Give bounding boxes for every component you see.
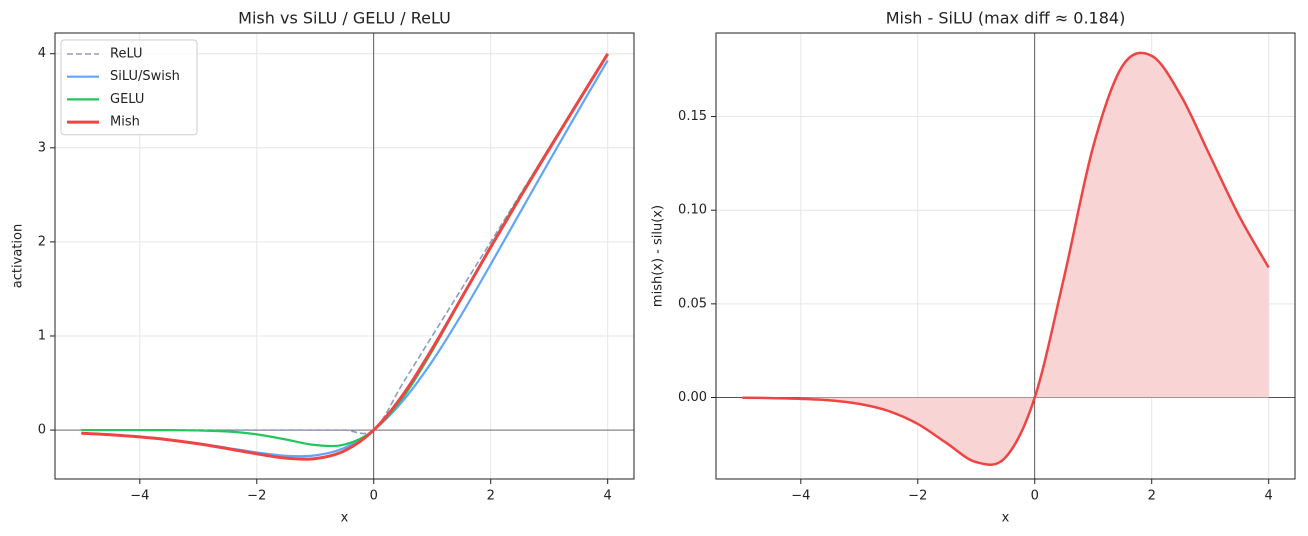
x-axis-label: x	[1002, 511, 1010, 526]
chart-title: Mish vs SiLU / GELU / ReLU	[238, 9, 451, 28]
y-axis-label: mish(x) - silu(x)	[651, 205, 666, 307]
plot-frame	[54, 32, 635, 480]
area-fill	[742, 52, 1269, 465]
line	[742, 51, 1270, 466]
y-tick-label: 0.00	[678, 390, 707, 405]
legend-label: ReLU	[110, 47, 143, 62]
y-tick-label: 2	[38, 234, 46, 249]
subplot: Mish - SiLU (max diff ≈ 0.184) x mish(x) -…	[651, 9, 1296, 526]
chart-title: Mish - SiLU (max diff ≈ 0.184)	[886, 9, 1126, 28]
plot-frame	[715, 32, 1296, 480]
legend-box	[60, 39, 198, 136]
y-tick-label: 0	[38, 423, 46, 438]
x-tick-label: 4	[1265, 489, 1273, 504]
y-tick-label: 4	[38, 46, 46, 61]
y-tick-label: 0.15	[678, 109, 707, 124]
legend: ReLU SiLU/Swish GELU Mish	[60, 39, 198, 136]
legend-label: Mish	[110, 115, 140, 130]
x-tick-label: 4	[604, 489, 612, 504]
x-tick-label: −4	[130, 489, 149, 504]
x-tick-label: −4	[791, 489, 810, 504]
x-tick-label: 2	[1148, 489, 1156, 504]
line	[81, 53, 609, 461]
x-tick-label: 0	[370, 489, 378, 504]
subplot: Mish vs SiLU / GELU / ReLU x activation −4 −…	[11, 9, 635, 526]
y-axis-label: activation	[11, 224, 26, 288]
x-tick-label: 2	[487, 489, 495, 504]
legend-label: GELU	[110, 92, 144, 107]
legend-label: SiLU/Swish	[110, 69, 180, 84]
y-tick-label: 0.10	[678, 203, 707, 218]
x-axis-label: x	[341, 511, 349, 526]
x-tick-label: 0	[1031, 489, 1039, 504]
y-tick-label: 3	[38, 140, 46, 155]
x-tick-label: −2	[247, 489, 266, 504]
x-tick-label: −2	[908, 489, 927, 504]
y-tick-label: 1	[38, 328, 46, 343]
y-tick-label: 0.05	[678, 296, 707, 311]
